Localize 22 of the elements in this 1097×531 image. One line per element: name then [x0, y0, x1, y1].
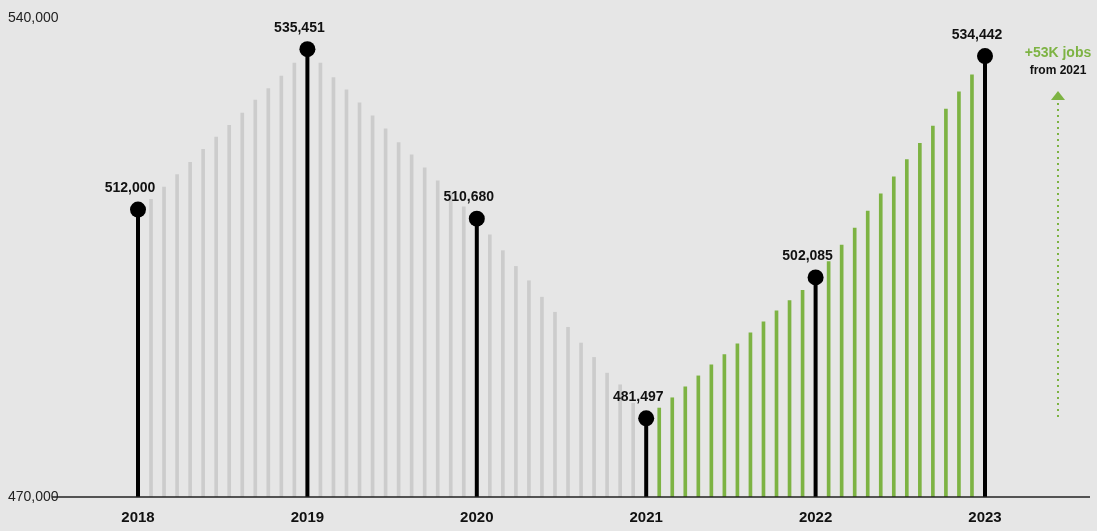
- data-label: 534,442: [951, 25, 1003, 42]
- data-label: 510,680: [443, 188, 495, 205]
- x-tick-label: 2021: [629, 508, 663, 526]
- point: [468, 210, 485, 227]
- x-tick-label: 2018: [121, 508, 155, 526]
- y-tick-label: 470,000: [8, 487, 59, 504]
- data-label: 481,497: [612, 388, 664, 405]
- point: [977, 48, 993, 65]
- x-tick-label: 2020: [460, 508, 494, 526]
- point: [130, 201, 146, 218]
- x-tick-label: 2023: [968, 508, 1002, 526]
- point: [299, 41, 316, 58]
- text: +53K jobs: [1024, 44, 1092, 60]
- y-tick-label: 540,000: [8, 8, 59, 25]
- data-label: 535,451: [274, 18, 325, 35]
- point: [638, 410, 655, 427]
- data-label: 502,085: [782, 247, 834, 264]
- x-tick-label: 2022: [798, 508, 833, 526]
- point: [807, 269, 824, 286]
- data-label: 512,000: [104, 179, 156, 196]
- x-tick-label: 2019: [290, 508, 325, 526]
- text: from 2021: [1029, 63, 1087, 77]
